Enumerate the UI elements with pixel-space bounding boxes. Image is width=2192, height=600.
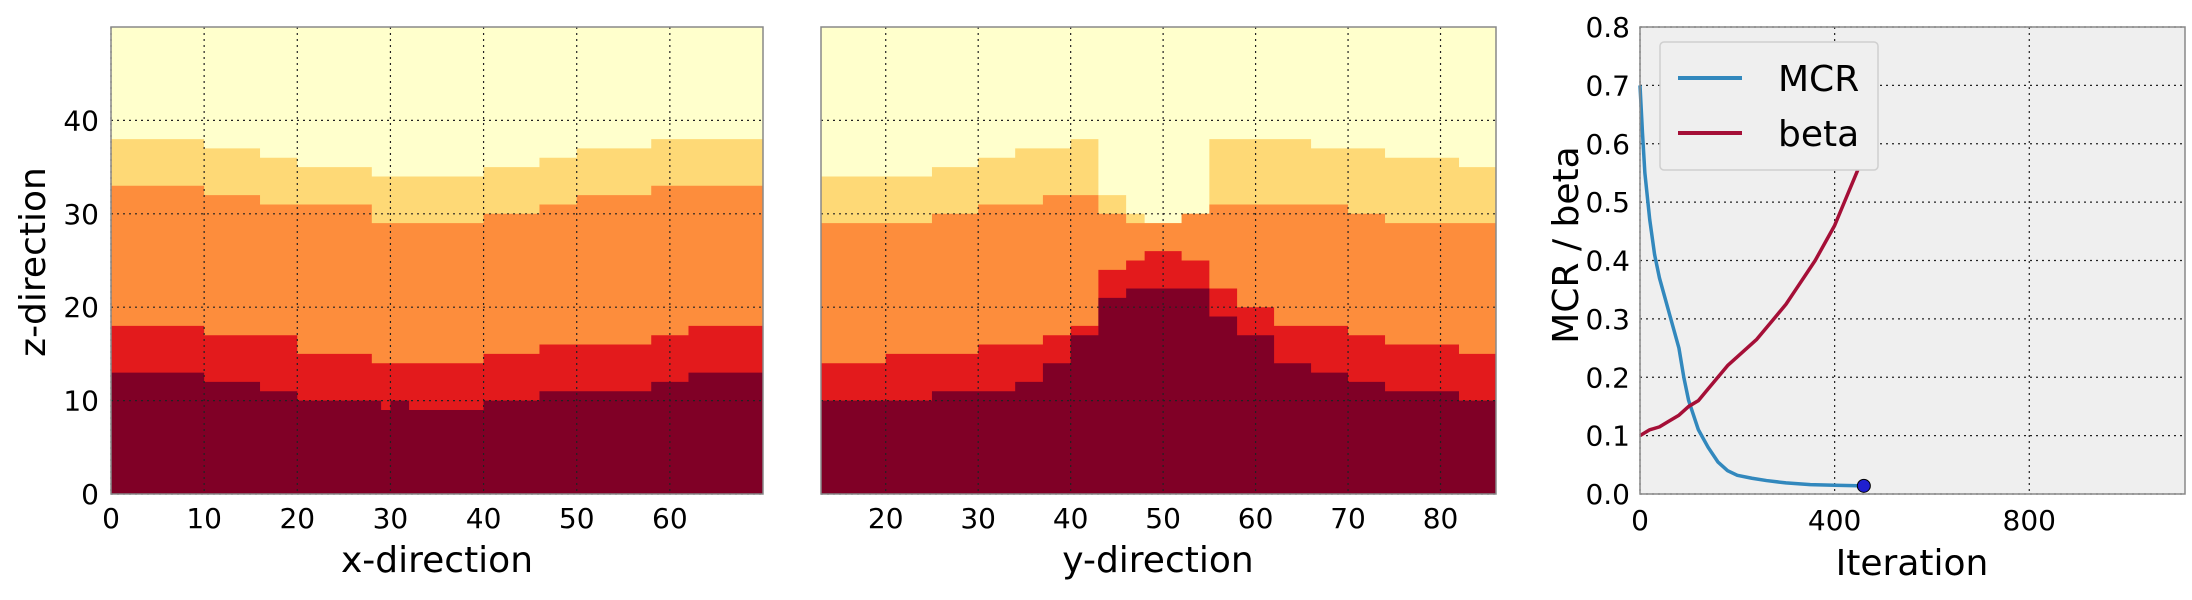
legend-label-mcr: MCR xyxy=(1778,59,1859,100)
axes-frame xyxy=(110,26,764,495)
heatmap-layers xyxy=(821,27,1496,494)
y-tick-label: 0.7 xyxy=(1585,69,1630,102)
x-tick-label: 0 xyxy=(102,502,120,535)
y-tick-label: 0.0 xyxy=(1585,478,1630,511)
heatmap-layers xyxy=(111,27,763,494)
tick-labels: 0 400 800 0.0 0.1 0.2 0.3 0.4 0.5 0.6 0.7 0.8 xyxy=(1585,11,2056,537)
y-tick-label: 0.6 xyxy=(1585,128,1630,161)
legend: MCR beta xyxy=(1659,41,1879,171)
y-tick-label: 40 xyxy=(63,104,99,137)
x-tick-label: 20 xyxy=(868,502,904,535)
y-tick-label: 30 xyxy=(63,198,99,231)
axes-frame xyxy=(1639,26,2186,495)
x-axis-label: y-direction xyxy=(1062,540,1253,581)
x-tick-label: 50 xyxy=(559,502,595,535)
x-tick-label: 10 xyxy=(186,502,222,535)
y-tick-label: 10 xyxy=(63,385,99,418)
x-tick-label: 50 xyxy=(1145,502,1181,535)
y-tick-label: 0.5 xyxy=(1585,186,1630,219)
x-tick-label: 800 xyxy=(2003,504,2056,537)
x-tick-label: 30 xyxy=(960,502,996,535)
y-tick-label: 0.4 xyxy=(1585,245,1630,278)
x-tick-label: 60 xyxy=(652,502,688,535)
layer-level1 xyxy=(821,288,1496,494)
legend-box xyxy=(1659,41,1879,171)
y-tick-label: 0 xyxy=(81,478,99,511)
y-tick-label: 0.2 xyxy=(1585,361,1630,394)
x-tick-label: 30 xyxy=(373,502,409,535)
axes-frame xyxy=(820,26,1497,495)
x-tick-label: 60 xyxy=(1238,502,1274,535)
panel-x-direction: 0 10 20 30 40 50 60 0 10 20 30 40 x-direction z-dir… xyxy=(13,26,764,581)
y-tick-label: 0.1 xyxy=(1585,420,1630,453)
x-tick-label: 70 xyxy=(1330,502,1366,535)
layer-level1 xyxy=(111,372,763,494)
series-line-beta xyxy=(1639,154,1866,438)
x-tick-label: 80 xyxy=(1423,502,1459,535)
panel-y-direction: 20 30 40 50 60 70 80 y-direction xyxy=(820,26,1497,581)
series-lines xyxy=(1638,85,1871,493)
x-tick-label: 400 xyxy=(1808,504,1861,537)
x-axis-label: x-direction xyxy=(341,540,533,581)
tick-labels: 20 30 40 50 60 70 80 xyxy=(868,502,1458,535)
series-line-mcr xyxy=(1638,85,1864,488)
x-tick-label: 0 xyxy=(1631,504,1649,537)
y-tick-label: 20 xyxy=(63,291,99,324)
x-tick-label: 40 xyxy=(1053,502,1089,535)
x-axis-label: Iteration xyxy=(1836,543,1989,584)
y-tick-label: 0.3 xyxy=(1585,303,1630,336)
y-tick-label: 0.8 xyxy=(1585,11,1630,44)
legend-label-beta: beta xyxy=(1778,114,1859,155)
final-point-marker xyxy=(1856,478,1871,493)
y-axis-label: z-direction xyxy=(13,167,54,357)
x-tick-label: 40 xyxy=(466,502,502,535)
tick-labels: 0 10 20 30 40 50 60 0 10 20 30 40 xyxy=(63,104,687,535)
y-axis-label: MCR / beta xyxy=(1546,146,1587,343)
panel-convergence: 0 400 800 0.0 0.1 0.2 0.3 0.4 0.5 0.6 0.7 0.8 Itera… xyxy=(1546,11,2186,584)
x-tick-label: 20 xyxy=(279,502,315,535)
